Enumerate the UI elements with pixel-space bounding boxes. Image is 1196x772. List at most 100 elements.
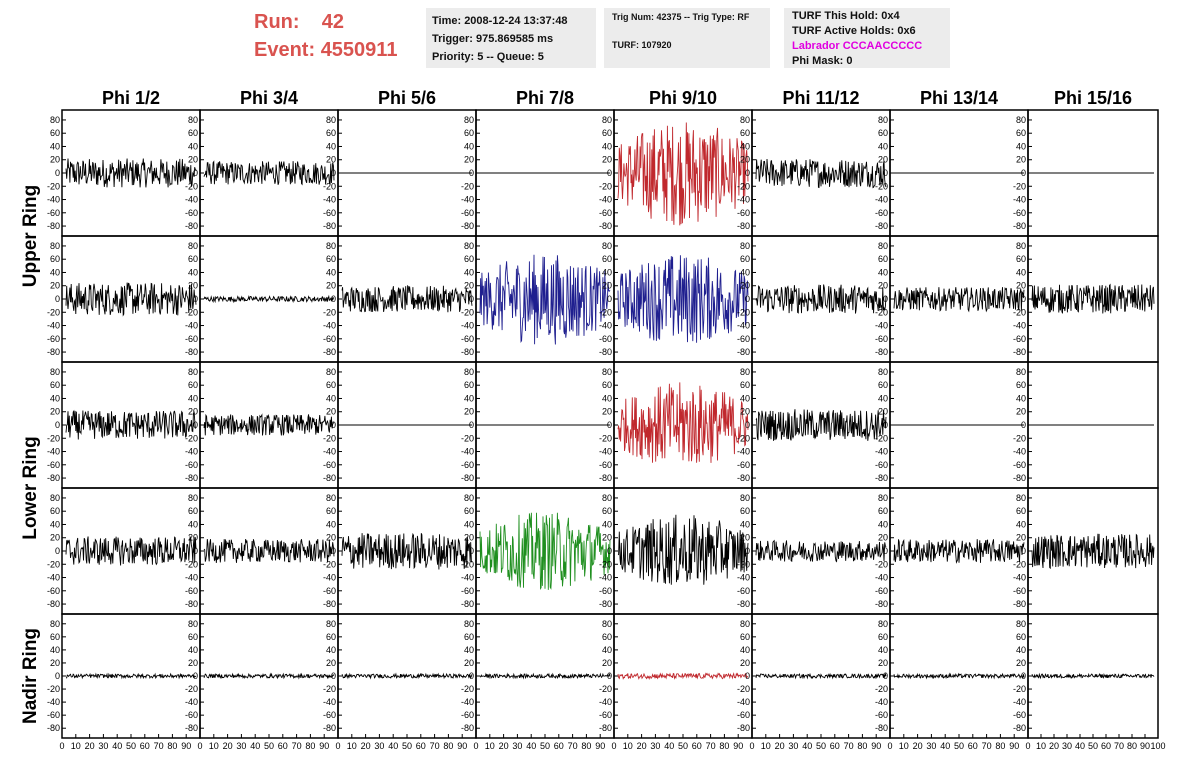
y-tick-label-r1-c3-60: 60 (326, 128, 336, 138)
y-tick-label-r4-c1-80: 80 (50, 493, 60, 503)
y-tick-label-r2-c8-40: 40 (1016, 267, 1026, 277)
y-tick-label-r4-c2-20: 20 (188, 533, 198, 543)
y-tick-label-r1-c7--80: -80 (875, 221, 888, 231)
y-tick-label-r3-c8-80: 80 (1016, 367, 1026, 377)
y-tick-label-r3-c5--80: -80 (599, 473, 612, 483)
y-tick-label-r4-c1--60: -60 (47, 586, 60, 596)
y-tick-label-r4-c1-60: 60 (50, 506, 60, 516)
y-tick-label-r1-c7-80: 80 (878, 115, 888, 125)
y-tick-label-r2-c6--60: -60 (737, 334, 750, 344)
y-tick-label-r4-c1--80: -80 (47, 599, 60, 609)
waveform-r2-c1 (65, 282, 197, 317)
y-tick-label-r5-c5--80: -80 (599, 723, 612, 733)
y-tick-label-r5-c1--80: -80 (47, 723, 60, 733)
phi-header-8: Phi 15/16 (1054, 88, 1132, 108)
y-tick-label-r1-c6--40: -40 (737, 195, 750, 205)
x-tick-label-c7-30: 30 (926, 741, 936, 751)
y-tick-label-r1-c1-80: 80 (50, 115, 60, 125)
y-tick-label-r2-c5-80: 80 (602, 241, 612, 251)
y-tick-label-r2-c3--80: -80 (323, 347, 336, 357)
x-tick-label-c3-80: 80 (443, 741, 453, 751)
y-tick-label-r3-c8--40: -40 (1013, 447, 1026, 457)
waveform-r4-c4 (479, 512, 611, 591)
y-tick-label-r3-c2-80: 80 (188, 367, 198, 377)
y-tick-label-r3-c6--60: -60 (737, 460, 750, 470)
y-tick-label-r4-c8-0: 0 (1021, 546, 1026, 556)
y-tick-label-r1-c4--20: -20 (461, 181, 474, 191)
y-tick-label-r2-c5-20: 20 (602, 281, 612, 291)
y-tick-label-r5-c8-60: 60 (1016, 632, 1026, 642)
x-tick-label-c8-30: 30 (1062, 741, 1072, 751)
y-tick-label-r4-c4-20: 20 (464, 533, 474, 543)
y-tick-label-r1-c2--20: -20 (185, 181, 198, 191)
x-tick-label-c7-40: 40 (940, 741, 950, 751)
x-tick-label-c4-10: 10 (485, 741, 495, 751)
y-tick-label-r2-c4-20: 20 (464, 281, 474, 291)
y-tick-label-r3-c3--20: -20 (323, 433, 336, 443)
y-tick-label-r3-c5--60: -60 (599, 460, 612, 470)
y-tick-label-r4-c8--40: -40 (1013, 573, 1026, 583)
y-tick-label-r3-c8-40: 40 (1016, 393, 1026, 403)
y-tick-label-r5-c2-60: 60 (188, 632, 198, 642)
y-tick-label-r4-c1-20: 20 (50, 533, 60, 543)
x-tick-label-c4-0: 0 (473, 741, 478, 751)
y-tick-label-r3-c5-0: 0 (607, 420, 612, 430)
y-tick-label-r3-c1--40: -40 (47, 447, 60, 457)
x-tick-label-c1-50: 50 (126, 741, 136, 751)
y-tick-label-r3-c1-0: 0 (55, 420, 60, 430)
y-tick-label-r3-c7--40: -40 (875, 447, 888, 457)
y-tick-label-r5-c8--40: -40 (1013, 697, 1026, 707)
y-tick-label-r4-c3-80: 80 (326, 493, 336, 503)
run-row: Run: 42 (254, 8, 397, 36)
y-tick-label-r5-c5-0: 0 (607, 671, 612, 681)
y-tick-label-r1-c2-60: 60 (188, 128, 198, 138)
y-tick-label-r3-c6--80: -80 (737, 473, 750, 483)
y-tick-label-r2-c7-0: 0 (883, 294, 888, 304)
x-tick-label-c2-60: 60 (278, 741, 288, 751)
y-tick-label-r1-c5-60: 60 (602, 128, 612, 138)
y-tick-label-r2-c4-0: 0 (469, 294, 474, 304)
y-tick-label-r5-c7-80: 80 (878, 619, 888, 629)
y-tick-label-r1-c6-80: 80 (740, 115, 750, 125)
y-tick-label-r3-c7--60: -60 (875, 460, 888, 470)
y-tick-label-r5-c1--20: -20 (47, 684, 60, 694)
y-tick-label-r1-c1-20: 20 (50, 155, 60, 165)
trigger-time-text: Trigger: 975.869585 ms (432, 33, 554, 45)
y-tick-label-r2-c7--20: -20 (875, 307, 888, 317)
y-tick-label-r2-c5--20: -20 (599, 307, 612, 317)
y-tick-label-r2-c7-40: 40 (878, 267, 888, 277)
y-tick-label-r5-c4-20: 20 (464, 658, 474, 668)
waveform-r1-c2 (203, 160, 335, 186)
y-tick-label-r1-c3-20: 20 (326, 155, 336, 165)
y-tick-label-r2-c1--40: -40 (47, 321, 60, 331)
y-tick-label-r1-c4-40: 40 (464, 141, 474, 151)
y-tick-label-r5-c5-60: 60 (602, 632, 612, 642)
x-tick-label-c7-50: 50 (954, 741, 964, 751)
waveform-r4-c5 (617, 514, 749, 585)
y-tick-label-r4-c7--80: -80 (875, 599, 888, 609)
y-tick-label-r5-c4--40: -40 (461, 697, 474, 707)
y-tick-label-r4-c6-20: 20 (740, 533, 750, 543)
y-tick-label-r4-c7--20: -20 (875, 559, 888, 569)
phi-header-4: Phi 7/8 (516, 88, 574, 108)
waveform-r2-c2 (203, 294, 335, 304)
y-tick-label-r3-c4--40: -40 (461, 447, 474, 457)
y-tick-label-r1-c6-60: 60 (740, 128, 750, 138)
y-tick-label-r2-c4-60: 60 (464, 254, 474, 264)
y-tick-label-r4-c6-60: 60 (740, 506, 750, 516)
y-tick-label-r2-c6-0: 0 (745, 294, 750, 304)
x-tick-label-c2-90: 90 (319, 741, 329, 751)
y-tick-label-r1-c5--20: -20 (599, 181, 612, 191)
y-tick-label-r3-c3-40: 40 (326, 393, 336, 403)
y-tick-label-r5-c5-20: 20 (602, 658, 612, 668)
y-tick-label-r4-c4-60: 60 (464, 506, 474, 516)
y-tick-label-r5-c5--60: -60 (599, 710, 612, 720)
y-tick-label-r4-c1--20: -20 (47, 559, 60, 569)
y-tick-label-r1-c6--60: -60 (737, 208, 750, 218)
y-tick-label-r5-c7-40: 40 (878, 645, 888, 655)
x-tick-label-c8-90: 90 (1140, 741, 1150, 751)
run-event-block: Run: 42 Event: 4550911 (254, 8, 397, 64)
y-tick-label-r4-c8--60: -60 (1013, 586, 1026, 596)
x-tick-label-c8-0: 0 (1025, 741, 1030, 751)
y-tick-label-r3-c4-60: 60 (464, 380, 474, 390)
